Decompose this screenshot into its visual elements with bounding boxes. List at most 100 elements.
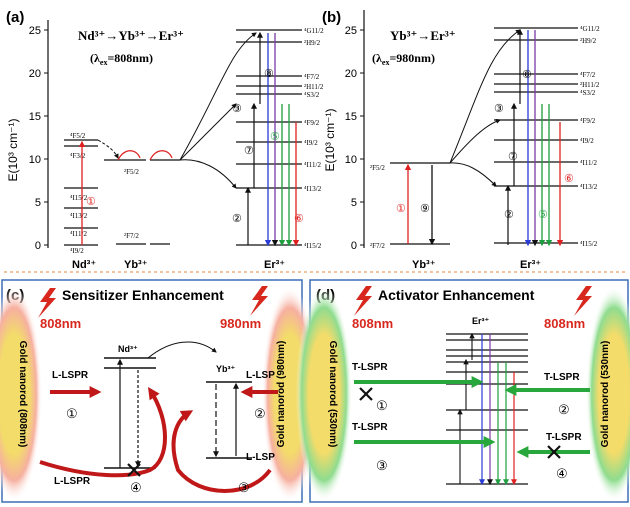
panel-a-ticks: 0 5 10 15 20 25	[29, 25, 48, 252]
er-level-label: ⁴F9/2	[580, 117, 596, 125]
step-b-9: ⑨	[420, 203, 430, 215]
step-a-7: ⑦	[244, 145, 254, 157]
y-tick-label: 5	[35, 197, 41, 209]
panel-b-excitation: (λex=980nm)	[372, 51, 435, 67]
er-level-label: ⁴I13/2	[304, 185, 322, 193]
gold-nanorod-left-c	[0, 286, 42, 502]
step-b-5: ⑤	[538, 209, 548, 221]
svg-text:⁴I9/2: ⁴I9/2	[70, 247, 84, 255]
er-level-label: ²H9/2	[304, 39, 321, 47]
svg-text:⁴F3/2: ⁴F3/2	[70, 152, 86, 160]
y-tick-label: 25	[345, 25, 357, 37]
step-b-7: ⑦	[508, 151, 518, 163]
step-a-5: ⑤	[270, 131, 280, 143]
er-level-label: ⁴I11/2	[580, 159, 597, 167]
gold-nanorod-left-d	[296, 286, 352, 502]
er-level-label: ²H11/2	[580, 81, 600, 89]
panel-c: (c) Sensitizer Enhancement 808nm 980nm G…	[0, 279, 318, 503]
rod-left-c-label: Gold nanorod (808nm)	[17, 341, 28, 448]
er-level-label: ⁴G11/2	[304, 27, 324, 35]
lspr-c-2: L-LSP	[246, 370, 275, 381]
yb-to-er-transfer-3	[179, 32, 257, 161]
y-tick-label: 0	[351, 240, 357, 252]
nd-to-yb-transfer	[97, 139, 119, 159]
step-d-2: ②	[558, 402, 570, 417]
panel-b: (b) Yb³⁺→Er³⁺ (λex=980nm) 0 5 10 15 20 25 E(1…	[322, 9, 600, 271]
step-a-8: ⑧	[264, 68, 274, 80]
er-level-label: ⁴I9/2	[580, 137, 594, 145]
er-level-label: ²H9/2	[580, 37, 597, 45]
yb-b-2f52: ²F5/2	[370, 164, 385, 172]
step-d-1: ①	[376, 398, 388, 413]
lspr-c-4-arrow	[39, 387, 167, 478]
step-c-3: ③	[238, 480, 250, 495]
y-tick-label: 15	[29, 111, 41, 123]
er-level-label: ⁴I11/2	[304, 161, 321, 169]
ion-er-d: Er³⁺	[472, 316, 490, 326]
er-level-label: ²H11/2	[304, 83, 324, 91]
step-c-1: ①	[66, 406, 78, 421]
step-d-3: ③	[376, 458, 388, 473]
nd-to-yb-c-transfer	[147, 341, 217, 359]
laser-bolt-icon	[38, 288, 56, 318]
y-tick-label: 5	[351, 197, 357, 209]
rod-left-d-label: Gold nanorod (530nm)	[327, 341, 338, 448]
yb-a-2f52: ²F5/2	[124, 168, 139, 176]
er-level-label: ⁴S3/2	[580, 89, 596, 97]
laser-bolt-icon	[250, 286, 268, 316]
panel-a-ylabel: E(10³ cm⁻¹)	[6, 118, 20, 181]
step-b-2: ②	[504, 209, 514, 221]
er-level-label: ⁴G11/2	[580, 25, 600, 33]
yb-b-2f72: ²F7/2	[370, 242, 385, 250]
lspr-c-4: L-LSPR	[54, 476, 91, 487]
er-level-label: ⁴F7/2	[304, 73, 320, 81]
ion-er-label-a: Er³⁺	[264, 259, 285, 271]
y-tick-label: 10	[345, 154, 357, 166]
svg-text:⁴I11/2: ⁴I11/2	[70, 230, 87, 238]
step-a-2: ②	[232, 213, 242, 225]
panel-d: (d) Activator Enhancement 808nm 808nm Go…	[296, 279, 630, 503]
yb-levels-c	[206, 381, 252, 459]
laser-bolt-icon	[354, 286, 372, 316]
y-tick-label: 15	[345, 111, 357, 123]
yb-er-b-transfer-1	[449, 162, 497, 187]
step-d-4: ④	[556, 466, 568, 481]
lspr-c-3-arrow	[171, 410, 272, 493]
ion-er-label-b: Er³⁺	[520, 259, 541, 271]
er-level-label: ⁴S3/2	[304, 91, 320, 99]
y-tick-label: 20	[29, 68, 41, 80]
yb-levels-a	[104, 159, 180, 245]
panel-a-title: Nd³⁺→Yb³⁺→Er³⁺	[78, 28, 184, 43]
lspr-d-3: T-LSPR	[352, 422, 388, 433]
lspr-d-2: T-LSPR	[544, 372, 580, 383]
rod-right-c-label: Gold nanorod (980nm)	[276, 341, 287, 448]
panel-a-label: (a)	[6, 9, 24, 26]
lspr-d-1: T-LSPR	[352, 362, 388, 373]
laser-980-label: 980nm	[220, 316, 261, 331]
step-b-3: ③	[494, 103, 504, 115]
yb-a-2f72: ²F7/2	[124, 232, 139, 240]
laser-808-label: 808nm	[40, 316, 81, 331]
ion-yb-c: Yb³⁺	[216, 364, 235, 374]
laser-808-right-d: 808nm	[544, 316, 585, 331]
panel-a: (a) Nd³⁺→Yb³⁺→Er³⁺ (λex=808nm) 0 5 10 15 20 2…	[6, 9, 324, 271]
yb-migration-2	[149, 150, 173, 161]
panel-b-ylabel: E(10³ cm⁻¹)	[323, 108, 337, 171]
lspr-c-1: L-LSPR	[52, 370, 89, 381]
nd-levels-c	[104, 357, 156, 469]
panel-d-title: Activator Enhancement	[378, 287, 535, 303]
y-tick-label: 10	[29, 154, 41, 166]
step-a-3: ③	[232, 103, 242, 115]
blocked-cross-icon	[547, 445, 561, 459]
er-level-label: ⁴F7/2	[580, 71, 596, 79]
gold-nanorod-right-d	[586, 286, 630, 502]
svg-text:⁴I15/2: ⁴I15/2	[70, 194, 88, 202]
blocked-cross-icon	[127, 463, 141, 477]
laser-bolt-icon	[574, 286, 592, 316]
laser-808-left-d: 808nm	[352, 316, 393, 331]
panel-a-excitation: (λex=808nm)	[90, 51, 153, 67]
step-b-8: ⑧	[522, 69, 532, 81]
ion-nd-c: Nd³⁺	[118, 344, 138, 354]
